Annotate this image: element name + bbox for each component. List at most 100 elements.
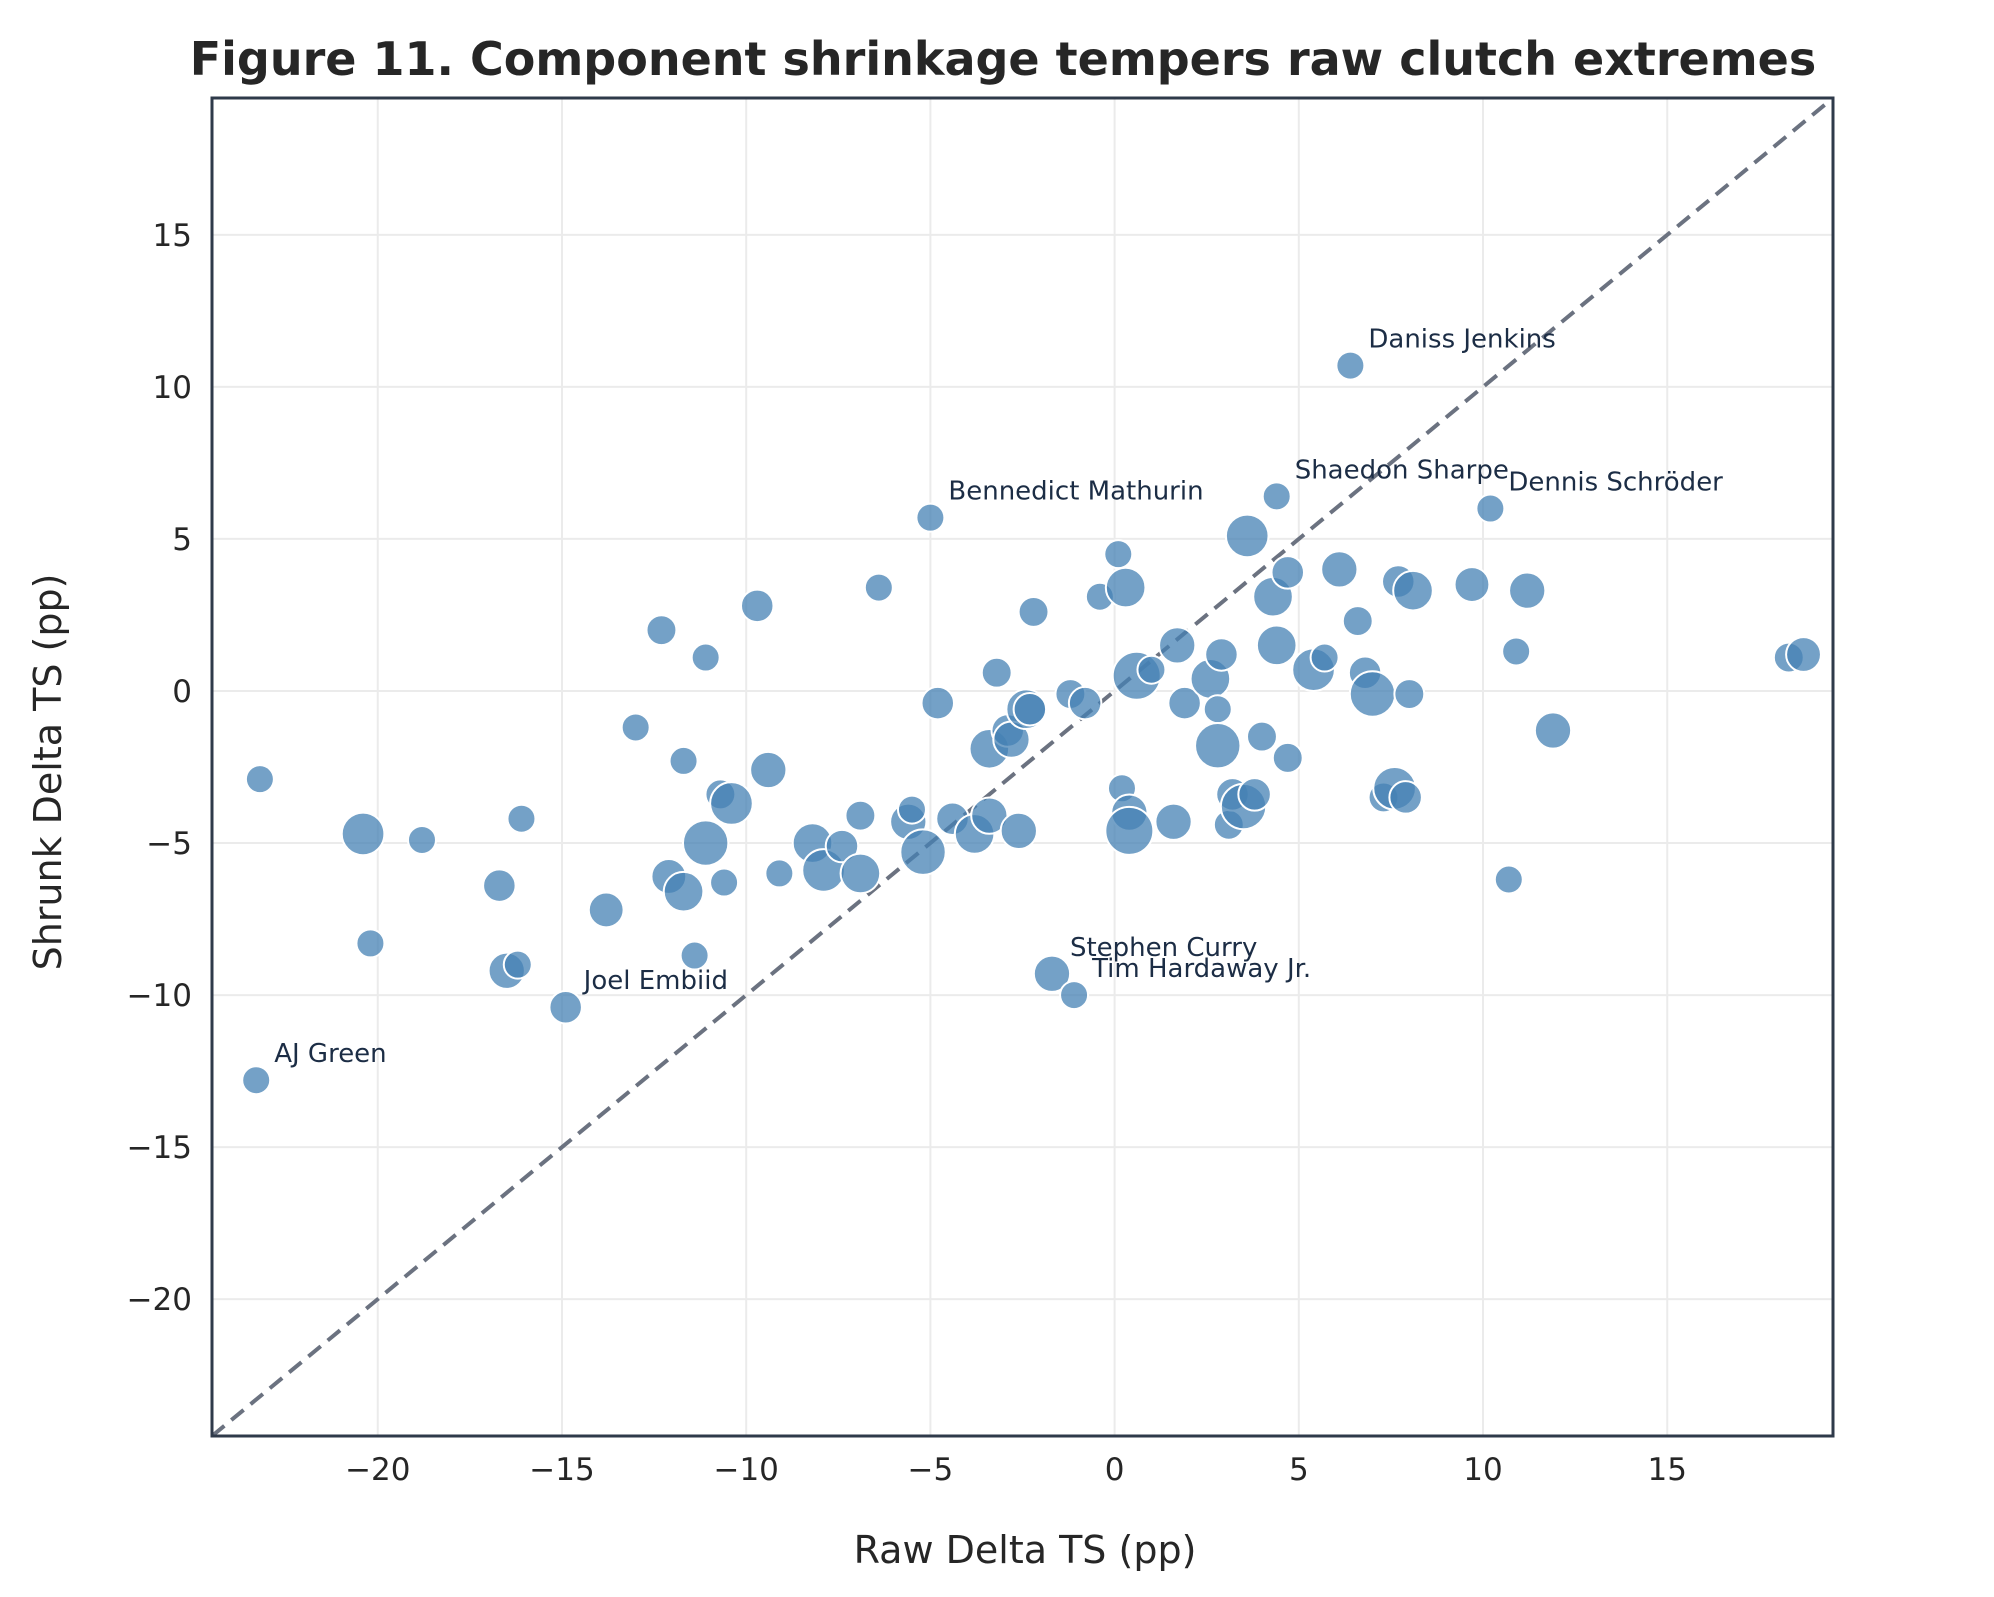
data-point xyxy=(679,940,710,971)
data-point xyxy=(1032,954,1072,993)
data-point xyxy=(1341,605,1374,637)
x-tick-label: −20 xyxy=(345,1452,410,1488)
data-point xyxy=(482,868,517,903)
data-point xyxy=(920,685,956,721)
data-point xyxy=(1475,493,1506,524)
data-point xyxy=(1348,670,1397,718)
data-point xyxy=(1104,566,1147,609)
y-tick-label: −20 xyxy=(127,1282,192,1318)
point-annotations: AJ Green Joel Embiid Bennedict Mathurin Ste… xyxy=(274,325,1723,1070)
data-point xyxy=(899,828,947,876)
data-point xyxy=(844,799,877,832)
data-point xyxy=(1204,637,1239,672)
data-point xyxy=(1167,685,1202,721)
data-point xyxy=(1393,678,1426,710)
data-point xyxy=(502,949,533,980)
point-annotation: Dennis Schröder xyxy=(1508,468,1723,498)
data-point xyxy=(1012,691,1048,727)
data-point xyxy=(340,811,386,857)
data-point xyxy=(1103,539,1134,570)
data-point xyxy=(587,891,625,929)
data-point xyxy=(1154,802,1193,841)
data-point xyxy=(915,502,946,533)
y-tick-label: 15 xyxy=(153,218,192,254)
data-point xyxy=(764,858,795,889)
data-point xyxy=(839,852,882,895)
y-tick-label: 5 xyxy=(172,522,192,558)
data-point xyxy=(1136,654,1167,685)
y-tick-label: −5 xyxy=(146,826,192,862)
y-axis-ticks: −20 −15 −10 −5 0 5 10 15 xyxy=(127,218,192,1318)
data-point xyxy=(1392,569,1434,612)
point-annotation: Shaedon Sharpe xyxy=(1295,455,1509,485)
data-point xyxy=(1508,571,1547,610)
point-annotation: Daniss Jenkins xyxy=(1368,325,1555,355)
data-point xyxy=(1246,720,1278,753)
data-point xyxy=(1237,777,1272,812)
data-point xyxy=(1271,741,1304,774)
data-point xyxy=(863,572,894,603)
data-point xyxy=(1017,595,1050,628)
data-point xyxy=(1067,685,1103,721)
point-annotation: Tim Hardaway Jr. xyxy=(1091,954,1311,984)
plot-area: AJ Green Joel Embiid Bennedict Mathurin Ste… xyxy=(210,96,1835,1438)
identity-reference-line xyxy=(210,96,1835,1438)
data-point xyxy=(690,642,721,673)
data-point xyxy=(749,750,788,790)
data-point xyxy=(1202,694,1233,725)
data-point xyxy=(980,656,1013,689)
data-point xyxy=(1388,780,1423,815)
data-point xyxy=(548,989,583,1025)
data-point xyxy=(506,803,537,834)
y-tick-label: −10 xyxy=(127,978,192,1014)
x-axis-ticks: −20 −15 −10 −5 0 5 10 15 xyxy=(345,1452,1687,1488)
point-annotation: Joel Embiid xyxy=(582,966,728,996)
data-point xyxy=(1493,864,1524,895)
data-point xyxy=(620,712,651,743)
data-point xyxy=(1785,636,1822,673)
data-point xyxy=(1309,642,1340,673)
x-tick-label: −15 xyxy=(529,1452,594,1488)
point-annotation: AJ Green xyxy=(274,1039,386,1069)
x-axis-label: Raw Delta TS (pp) xyxy=(854,1528,1197,1572)
plot-frame xyxy=(210,96,1835,1438)
data-points xyxy=(241,350,1822,1096)
data-point xyxy=(1533,711,1573,750)
data-point xyxy=(1194,722,1242,770)
data-point xyxy=(681,819,730,867)
y-tick-label: 0 xyxy=(172,674,192,710)
data-point xyxy=(1059,980,1090,1011)
data-point xyxy=(355,928,386,959)
data-point xyxy=(1270,555,1306,590)
data-point xyxy=(1453,566,1491,603)
data-point xyxy=(241,1065,272,1096)
data-point xyxy=(1261,481,1292,512)
point-annotation: Stephen Curry xyxy=(1070,933,1257,963)
data-point xyxy=(645,614,678,647)
x-tick-label: 10 xyxy=(1463,1452,1502,1488)
data-point xyxy=(1501,636,1532,667)
x-tick-label: −5 xyxy=(908,1452,954,1488)
data-point xyxy=(406,824,437,855)
data-point xyxy=(1104,805,1155,856)
data-point xyxy=(244,764,275,795)
data-point xyxy=(709,867,740,898)
data-point xyxy=(1335,350,1366,381)
y-tick-label: 10 xyxy=(153,370,192,406)
data-point xyxy=(1158,626,1197,665)
data-point xyxy=(709,781,754,826)
y-tick-label: −15 xyxy=(127,1130,192,1166)
point-annotation: Bennedict Mathurin xyxy=(948,477,1203,507)
data-point xyxy=(668,745,699,776)
y-axis-label: Shrunk Delta TS (pp) xyxy=(26,574,70,971)
data-point xyxy=(824,828,860,864)
data-point xyxy=(1320,550,1359,589)
data-point xyxy=(1224,513,1270,559)
x-tick-label: 15 xyxy=(1647,1452,1686,1488)
x-tick-label: 0 xyxy=(1105,1452,1125,1488)
x-tick-label: 5 xyxy=(1289,1452,1309,1488)
data-point xyxy=(1255,624,1298,667)
chart-title: Figure 11. Component shrinkage tempers r… xyxy=(190,32,1817,86)
data-point xyxy=(662,870,705,913)
